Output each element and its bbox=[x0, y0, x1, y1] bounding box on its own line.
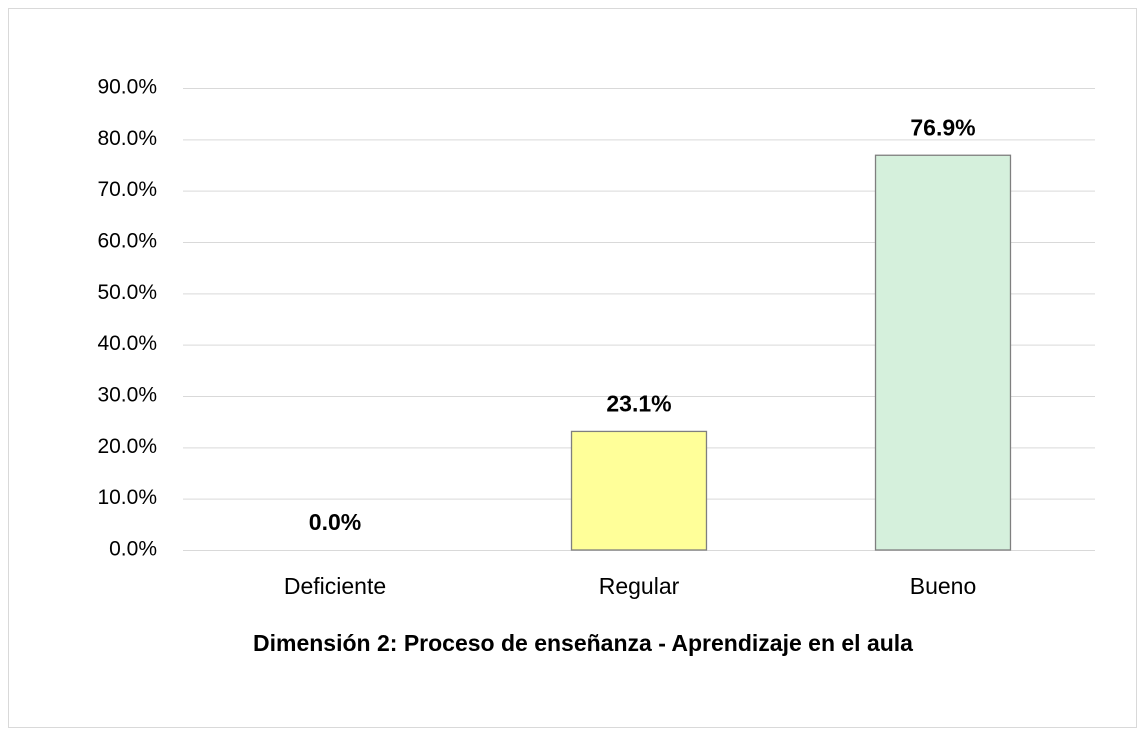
y-tick-label: 20.0% bbox=[97, 435, 157, 458]
y-tick-label: 90.0% bbox=[97, 76, 157, 99]
y-tick-label: 40.0% bbox=[97, 332, 157, 355]
bar bbox=[570, 430, 708, 551]
data-label: 0.0% bbox=[309, 509, 361, 535]
chart-title: Dimensión 2: Proceso de enseñanza - Apre… bbox=[253, 630, 913, 656]
y-tick-label: 10.0% bbox=[97, 486, 157, 509]
y-tick-label: 80.0% bbox=[97, 127, 157, 150]
x-tick-label: Deficiente bbox=[284, 573, 386, 599]
y-tick-label: 60.0% bbox=[97, 230, 157, 253]
y-tick-label: 50.0% bbox=[97, 281, 157, 304]
x-tick-label: Bueno bbox=[910, 573, 977, 599]
y-tick-label: 70.0% bbox=[97, 178, 157, 201]
bar bbox=[874, 154, 1012, 551]
data-label: 23.1% bbox=[606, 390, 671, 416]
y-tick-label: 0.0% bbox=[109, 538, 157, 561]
x-tick-label: Regular bbox=[599, 573, 680, 599]
data-label: 76.9% bbox=[910, 114, 975, 140]
y-tick-label: 30.0% bbox=[97, 384, 157, 407]
